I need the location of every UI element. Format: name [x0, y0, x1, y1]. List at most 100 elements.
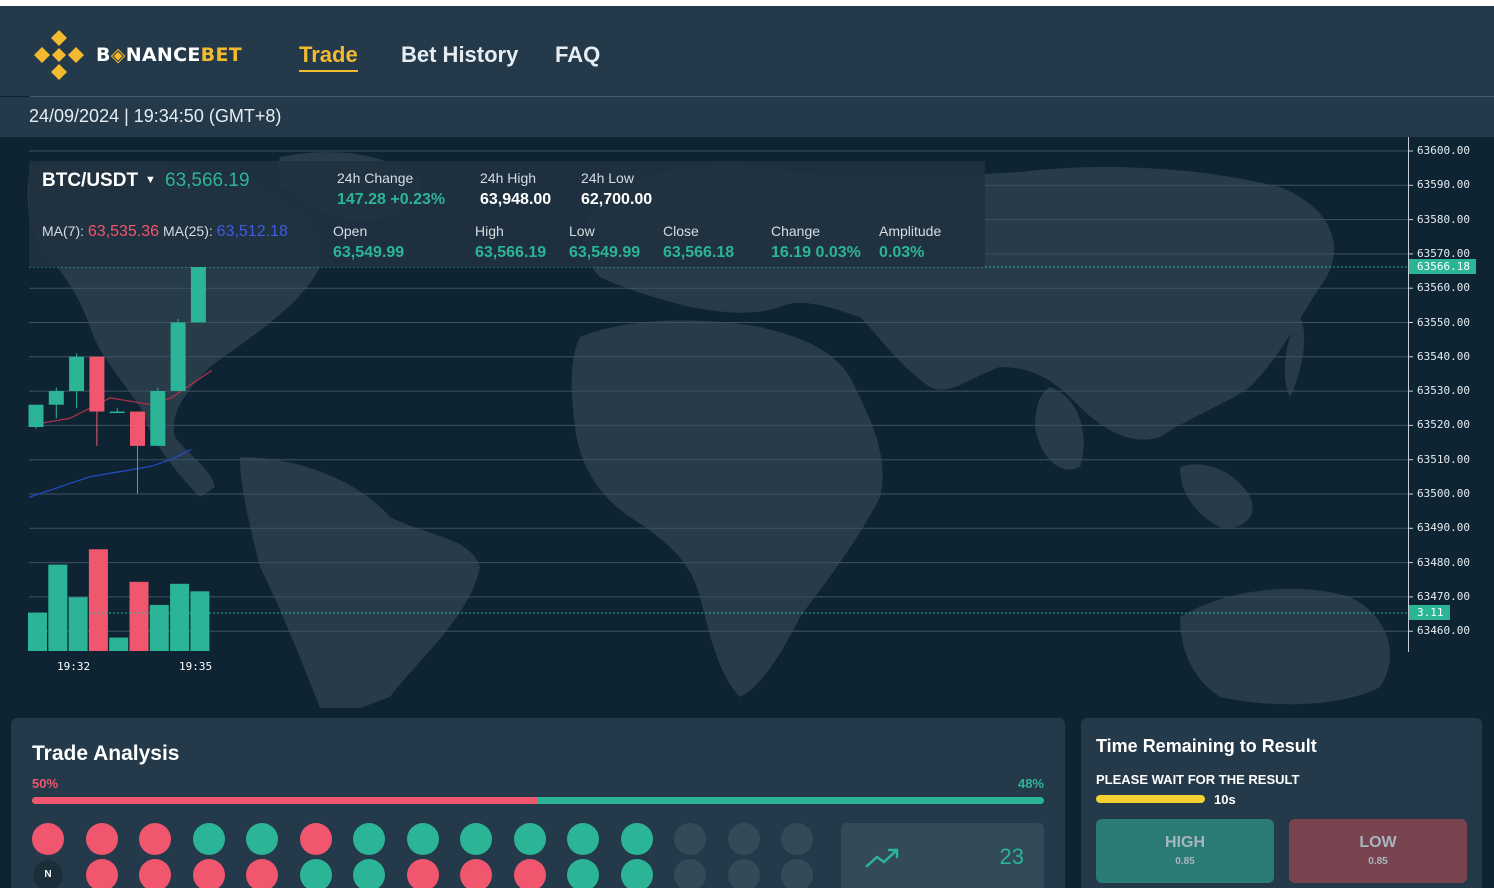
nav-faq[interactable]: FAQ: [555, 42, 601, 67]
high-percentage: 50%: [32, 776, 59, 791]
current-datetime: 24/09/2024 | 19:34:50 (GMT+8): [29, 106, 282, 126]
low-result-dot: [85, 823, 118, 855]
header-divider: [30, 96, 1494, 97]
price-tick: 63600.00: [1417, 144, 1470, 157]
low-result-dot: [299, 823, 332, 855]
low-result-dot: [406, 859, 439, 888]
current-price-tag: 63566.18: [1409, 259, 1476, 274]
volume-bar: [88, 549, 108, 651]
countdown-seconds: 10s: [1214, 792, 1236, 807]
ma7-value: 63,535.36: [87, 223, 160, 240]
low-24h-label: 24h Low: [581, 170, 634, 186]
ma-indicators: MA(7): 63,535.36 MA(25): 63,512.18: [42, 223, 288, 241]
ma7-label: MA(7):: [42, 223, 84, 239]
empty-result-dot: [781, 823, 813, 855]
low-button-label: LOW: [1359, 834, 1397, 851]
price-chart[interactable]: BTC/USDT ▼ 63,566.19 24h Change 147.28 +…: [0, 137, 1494, 708]
volume-bar: [28, 612, 47, 651]
high-result-dot: [406, 823, 439, 855]
low-label: Low: [569, 223, 595, 239]
price-tick: 63520.00: [1417, 418, 1470, 432]
high-result-dot: [620, 859, 653, 888]
close-value: 63,566.18: [663, 244, 735, 261]
price-tick: 63580.00: [1417, 212, 1470, 226]
nav-trade[interactable]: Trade: [299, 42, 358, 72]
countdown-bar: [1096, 795, 1205, 803]
candle-body: [130, 411, 145, 446]
empty-result-dot: [727, 859, 760, 888]
price-tick: 63470.00: [1417, 589, 1470, 603]
ma25-label: MA(25):: [162, 223, 213, 239]
price-tick: 63490.00: [1417, 521, 1470, 535]
high-result-dot: [192, 823, 225, 855]
candle-body: [69, 356, 85, 391]
low-percentage: 48%: [1017, 776, 1044, 791]
change-24h-label: 24h Change: [337, 170, 414, 186]
trend-count: 23: [999, 844, 1024, 869]
change-24h-value: 147.28 +0.23%: [337, 191, 446, 208]
empty-result-dot: [781, 859, 813, 888]
time-remaining-card: Time Remaining to Result PLEASE WAIT FOR…: [1081, 718, 1482, 888]
price-tick: 63500.00: [1417, 487, 1470, 500]
volume-bar: [129, 581, 149, 651]
change-label: Change: [771, 223, 821, 239]
candle-body: [89, 356, 105, 412]
low-result-dot: [32, 823, 64, 855]
low-result-dot: [246, 859, 278, 888]
header: B◈NANCEBET Trade Bet History FAQ: [0, 6, 1494, 96]
low-24h-value: 62,700.00: [581, 191, 653, 208]
candle-body: [109, 411, 125, 414]
bet-high-button[interactable]: HIGH 0.85: [1096, 819, 1274, 883]
price-tick: 63480.00: [1417, 555, 1470, 569]
low-result-dot: [192, 859, 225, 888]
high-button-odds: 0.85: [1175, 856, 1195, 867]
sentiment-bar-fill: [32, 797, 538, 804]
high-button-label: HIGH: [1165, 834, 1205, 851]
price-tick: 63570.00: [1417, 246, 1470, 260]
candle-body: [48, 391, 64, 405]
high-result-dot: [567, 823, 599, 855]
high-24h-label: 24h High: [480, 170, 537, 186]
candle-body: [170, 322, 186, 391]
trade-analysis-title: Trade Analysis: [32, 742, 180, 765]
bet-low-button[interactable]: LOW 0.85: [1289, 819, 1467, 883]
high-result-dot: [513, 823, 546, 855]
ticker-info-panel: BTC/USDT ▼ 63,566.19 24h Change 147.28 +…: [29, 161, 985, 267]
caret-down-icon[interactable]: ▼: [145, 174, 156, 186]
neutral-result-dot: N: [33, 860, 63, 888]
empty-result-dot: [674, 823, 706, 855]
candle-body: [150, 391, 166, 446]
ma25-value: 63,512.18: [216, 223, 288, 240]
high-result-dot: [460, 823, 492, 855]
change-value: 16.19 0.03%: [771, 244, 861, 261]
low-value: 63,549.99: [569, 244, 641, 261]
wait-message: PLEASE WAIT FOR THE RESULT: [1096, 772, 1300, 787]
time-label-2: 19:35: [179, 660, 213, 673]
high-result-dot: [567, 859, 599, 888]
volume-bar: [109, 637, 129, 651]
trending-up-icon: [865, 848, 899, 868]
price-tick: 63510.00: [1417, 452, 1470, 466]
low-button-odds: 0.85: [1368, 856, 1388, 867]
volume-bar: [149, 604, 169, 651]
candle-body: [28, 404, 44, 427]
amplitude-label: Amplitude: [879, 223, 942, 239]
high-label: High: [475, 223, 504, 239]
open-label: Open: [333, 223, 368, 239]
open-value: 63,549.99: [333, 244, 405, 261]
amplitude-value: 0.03%: [879, 244, 925, 261]
volume-bar: [48, 564, 68, 651]
brand-logo[interactable]: B◈NANCEBET: [32, 28, 242, 82]
binance-logo-icon: [34, 30, 84, 80]
price-tick: 63540.00: [1417, 349, 1470, 363]
high-24h-value: 63,948.00: [480, 191, 552, 208]
last-price: 63,566.19: [165, 170, 250, 191]
trend-summary: 23: [841, 823, 1044, 888]
low-result-dot: [460, 859, 492, 888]
pair-selector[interactable]: BTC/USDT: [42, 170, 139, 191]
nav-bet-history[interactable]: Bet History: [401, 42, 519, 67]
high-result-dot: [620, 823, 653, 855]
sentiment-bar: [32, 797, 1044, 804]
date-bar: 24/09/2024 | 19:34:50 (GMT+8): [0, 97, 1494, 137]
price-tick: 63590.00: [1417, 178, 1470, 192]
